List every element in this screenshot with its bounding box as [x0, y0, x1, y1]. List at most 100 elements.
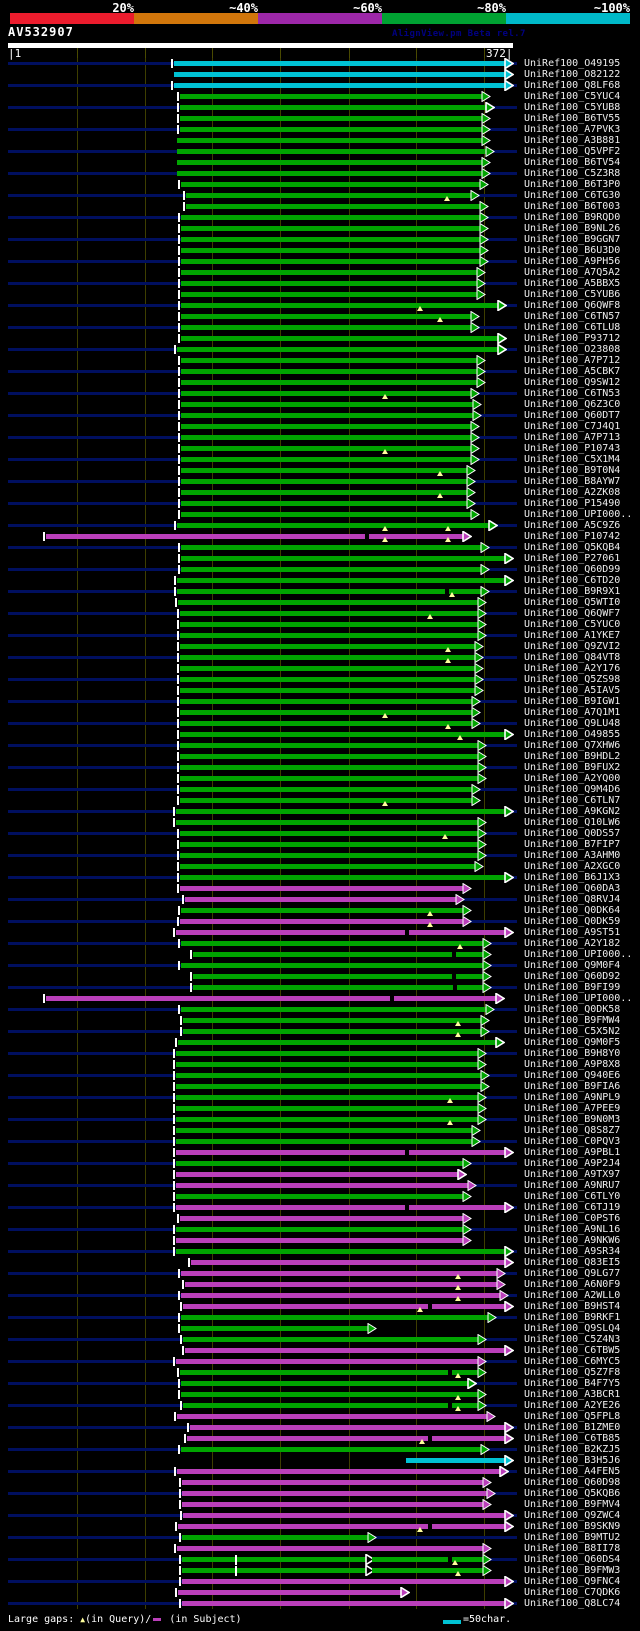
hit-label[interactable]: UniRef100_A2YE26 [524, 1400, 621, 1411]
hit-label[interactable]: UniRef100_Q5KQB6 [524, 1488, 621, 1499]
hit-label[interactable]: UniRef100_C6TB85 [524, 1433, 621, 1444]
hit-bar[interactable] [181, 303, 498, 308]
hit-label[interactable]: UniRef100_B6J1X3 [524, 872, 621, 883]
hit-bar[interactable] [180, 831, 478, 836]
hit-label[interactable]: UniRef100_P10743 [524, 443, 621, 454]
hit-label[interactable]: UniRef100_A7Q1M1 [524, 707, 621, 718]
hit-label[interactable]: UniRef100_B9FMW4 [524, 1015, 621, 1026]
hit-label[interactable]: UniRef100_P15490 [524, 498, 621, 509]
hit-label[interactable]: UniRef100_A7Q5A2 [524, 267, 621, 278]
hit-label[interactable]: UniRef100_B9RQD0 [524, 212, 621, 223]
hit-bar[interactable] [176, 1117, 478, 1122]
hit-bar[interactable] [182, 1480, 483, 1485]
hit-bar[interactable] [190, 1425, 505, 1430]
hit-bar[interactable] [181, 259, 480, 264]
hit-label[interactable]: UniRef100_Q9LU48 [524, 718, 621, 729]
hit-label[interactable]: UniRef100_B2KZJ5 [524, 1444, 621, 1455]
hit-label[interactable]: UniRef100_A9NPL9 [524, 1092, 621, 1103]
hit-label[interactable]: UniRef100_B9NL26 [524, 223, 621, 234]
hit-label[interactable]: UniRef100_C5YUB8 [524, 102, 621, 113]
hit-bar[interactable] [176, 1161, 463, 1166]
hit-label[interactable]: UniRef100_B6U3D0 [524, 245, 621, 256]
hit-bar[interactable] [180, 710, 472, 715]
hit-label[interactable]: UniRef100_Q6QWF7 [524, 608, 621, 619]
hit-bar[interactable] [177, 171, 482, 176]
hit-label[interactable]: UniRef100_C0PST6 [524, 1213, 621, 1224]
hit-label[interactable]: UniRef100_Q9M0F4 [524, 960, 621, 971]
hit-label[interactable]: UniRef100_A2Y182 [524, 938, 621, 949]
hit-bar[interactable] [372, 1557, 483, 1562]
hit-label[interactable]: UniRef100_A7P713 [524, 432, 621, 443]
hit-bar[interactable] [180, 765, 478, 770]
hit-label[interactable]: UniRef100_A1YKE7 [524, 630, 621, 641]
hit-bar[interactable] [180, 94, 482, 99]
hit-bar[interactable] [180, 699, 472, 704]
hit-bar[interactable] [182, 1535, 368, 1540]
hit-bar[interactable] [182, 1491, 487, 1496]
hit-bar[interactable] [181, 358, 477, 363]
hit-label[interactable]: UniRef100_Q9M4D6 [524, 784, 621, 795]
hit-label[interactable]: UniRef100_A3B881 [524, 135, 621, 146]
hit-bar[interactable] [180, 842, 478, 847]
hit-bar[interactable] [178, 600, 478, 605]
hit-label[interactable]: UniRef100_Q60D92 [524, 971, 621, 982]
hit-bar[interactable] [181, 292, 477, 297]
hit-label[interactable]: UniRef100_A5BBX5 [524, 278, 621, 289]
hit-label[interactable]: UniRef100_Q7XHW6 [524, 740, 621, 751]
hit-label[interactable]: UniRef100_B9H8Y0 [524, 1048, 621, 1059]
hit-label[interactable]: UniRef100_C5Z3R8 [524, 168, 621, 179]
hit-label[interactable]: UniRef100_B9HST4 [524, 1301, 621, 1312]
hit-label[interactable]: UniRef100_O23808 [524, 344, 621, 355]
hit-bar[interactable] [180, 787, 472, 792]
hit-bar[interactable] [176, 1183, 468, 1188]
hit-label[interactable]: UniRef100_Q9LG77 [524, 1268, 621, 1279]
hit-label[interactable]: UniRef100_C6TBW5 [524, 1345, 621, 1356]
hit-bar[interactable] [176, 1062, 478, 1067]
hit-label[interactable]: UniRef100_C7QDK6 [524, 1587, 621, 1598]
hit-bar[interactable] [180, 622, 478, 627]
hit-bar[interactable] [180, 919, 463, 924]
hit-label[interactable]: UniRef100_B4F7Y5 [524, 1378, 621, 1389]
hit-bar[interactable] [182, 1557, 366, 1562]
hit-bar[interactable] [181, 237, 480, 242]
hit-label[interactable]: UniRef100_A9NRU7 [524, 1180, 621, 1191]
hit-bar[interactable] [181, 941, 483, 946]
hit-bar[interactable] [180, 633, 478, 638]
hit-label[interactable]: UniRef100_B6TV54 [524, 157, 621, 168]
hit-label[interactable]: UniRef100_Q10LW6 [524, 817, 621, 828]
hit-label[interactable]: UniRef100_C6TN57 [524, 311, 621, 322]
hit-label[interactable]: UniRef100_B7FIP7 [524, 839, 621, 850]
hit-bar[interactable] [180, 721, 472, 726]
hit-bar[interactable] [181, 1326, 368, 1331]
hit-label[interactable]: UniRef100_Q8LC74 [524, 1598, 621, 1609]
hit-bar[interactable] [180, 798, 472, 803]
hit-bar[interactable] [181, 1271, 497, 1276]
hit-bar[interactable] [182, 1579, 505, 1584]
hit-label[interactable]: UniRef100_Q60DS4 [524, 1554, 621, 1565]
hit-bar[interactable] [176, 1205, 505, 1210]
hit-bar[interactable] [181, 963, 483, 968]
hit-label[interactable]: UniRef100_P10742 [524, 531, 621, 542]
hit-bar[interactable] [176, 820, 478, 825]
hit-bar[interactable] [180, 611, 478, 616]
hit-label[interactable]: UniRef100_C6TLN7 [524, 795, 621, 806]
hit-bar[interactable] [176, 1238, 463, 1243]
hit-bar[interactable] [177, 149, 486, 154]
hit-label[interactable]: UniRef100_Q60D99 [524, 564, 621, 575]
hit-label[interactable]: UniRef100_B9FMV4 [524, 1499, 621, 1510]
hit-label[interactable]: UniRef100_Q0DK58 [524, 1004, 621, 1015]
hit-bar[interactable] [177, 138, 482, 143]
hit-bar[interactable] [181, 1007, 486, 1012]
hit-bar[interactable] [181, 1293, 500, 1298]
hit-bar[interactable] [183, 1403, 478, 1408]
hit-bar[interactable] [46, 996, 496, 1001]
hit-bar[interactable] [180, 886, 463, 891]
hit-bar[interactable] [181, 1315, 488, 1320]
hit-label[interactable]: UniRef100_Q8RVJ4 [524, 894, 621, 905]
hit-bar[interactable] [181, 490, 467, 495]
hit-label[interactable]: UniRef100_B6T003 [524, 201, 621, 212]
hit-label[interactable]: UniRef100_A9ST51 [524, 927, 621, 938]
hit-bar[interactable] [174, 83, 505, 88]
hit-bar[interactable] [181, 908, 463, 913]
hit-label[interactable]: UniRef100_Q940E6 [524, 1070, 621, 1081]
